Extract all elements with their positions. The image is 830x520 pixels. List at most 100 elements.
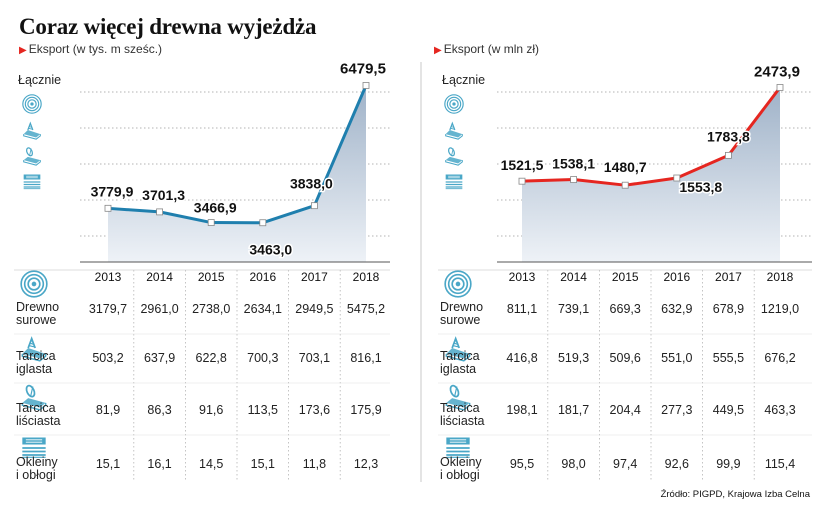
x-tick-label: 2016 — [249, 270, 276, 284]
table-cell: 3179,7 — [89, 302, 127, 316]
area-fill — [108, 85, 366, 262]
table-cell: 86,3 — [147, 403, 171, 417]
log-rings-icon — [444, 94, 464, 114]
table-cell: 416,8 — [506, 351, 537, 365]
table-cell: 703,1 — [299, 351, 330, 365]
table-cell: 175,9 — [350, 403, 381, 417]
value-label: 1538,1 — [552, 156, 595, 172]
table-cell: 198,1 — [506, 403, 537, 417]
table-cell: 11,8 — [303, 457, 326, 471]
left-chart-title: Eksport (w tys. m sześc.) — [28, 42, 163, 56]
value-label: 6479,5 — [340, 60, 386, 77]
row-label-line1: Drewno — [16, 300, 59, 314]
softwood-lumber-icon — [23, 122, 41, 140]
table-cell: 14,5 — [199, 457, 223, 471]
row-label-line2: liściasta — [16, 414, 61, 428]
x-tick-label: 2014 — [146, 270, 173, 284]
x-tick-label: 2016 — [663, 270, 690, 284]
value-label: 1553,8 — [679, 179, 722, 195]
data-point — [725, 151, 732, 159]
value-label: 1480,7 — [604, 159, 647, 175]
value-label: 3838,0 — [290, 176, 333, 192]
table-cell: 676,2 — [764, 351, 795, 365]
row-label-line1: Drewno — [440, 300, 483, 314]
row-label-line1: Tarcica — [440, 401, 480, 415]
table-cell: 15,1 — [251, 457, 275, 471]
row-label-line2: iglasta — [16, 362, 52, 376]
table-cell: 115,4 — [765, 457, 795, 471]
table-cell: 98,0 — [561, 457, 585, 471]
table-cell: 816,1 — [350, 351, 381, 365]
veneer-sheet-icon — [444, 173, 464, 190]
value-label: 1783,8 — [707, 128, 750, 144]
data-point — [518, 177, 526, 185]
data-point — [310, 202, 318, 210]
page-title: Coraz więcej drewna wyjeżdża — [19, 14, 317, 39]
table-cell: 204,4 — [610, 403, 641, 417]
table-cell: 700,3 — [247, 351, 278, 365]
right-chart-subtitle: ▶ Eksport (w mln zł) — [434, 42, 539, 56]
table-cell: 669,3 — [610, 302, 641, 316]
table-cell: 99,9 — [716, 457, 740, 471]
data-point — [156, 208, 164, 216]
x-tick-label: 2013 — [509, 270, 536, 284]
series-line — [106, 83, 368, 225]
total-label: Łącznie — [18, 73, 61, 87]
data-point — [259, 219, 267, 227]
data-point — [776, 84, 784, 91]
veneer-sheet-icon — [22, 173, 42, 190]
table-cell: 113,5 — [248, 403, 278, 417]
table-cell: 173,6 — [299, 403, 330, 417]
x-tick-label: 2015 — [198, 270, 225, 284]
table-cell: 1219,0 — [761, 302, 799, 316]
area-fill — [522, 87, 780, 262]
table-cell: 2949,5 — [295, 302, 333, 316]
data-point — [621, 181, 629, 189]
table-cell: 277,3 — [661, 403, 692, 417]
table-cell: 97,4 — [613, 457, 637, 471]
left-chart-subtitle: ▶ Eksport (w tys. m sześc.) — [19, 42, 162, 56]
row-label-line1: Okleiny — [440, 455, 482, 469]
hardwood-lumber-icon — [445, 146, 463, 166]
table-cell: 632,9 — [661, 302, 692, 316]
data-point — [207, 219, 215, 226]
row-label-line2: iglasta — [440, 362, 476, 376]
triangle-marker-icon: ▶ — [19, 45, 27, 56]
row-label-line2: surowe — [440, 313, 480, 327]
triangle-marker-icon: ▶ — [434, 45, 442, 56]
table-cell: 622,8 — [196, 351, 227, 365]
log-rings-icon — [20, 270, 48, 298]
data-point — [673, 174, 681, 182]
table-cell: 637,9 — [144, 351, 175, 365]
table-cell: 81,9 — [96, 403, 120, 417]
row-label-line1: Tarcica — [440, 349, 480, 363]
table-cell: 555,5 — [713, 351, 744, 365]
x-tick-label: 2017 — [715, 270, 742, 284]
x-tick-label: 2014 — [560, 270, 587, 284]
row-label-line1: Tarcica — [16, 349, 56, 363]
value-label: 1521,5 — [501, 157, 544, 173]
table-cell: 2634,1 — [244, 302, 282, 316]
x-tick-label: 2015 — [612, 270, 639, 284]
log-rings-icon — [444, 270, 472, 298]
table-cell: 12,3 — [354, 457, 378, 471]
row-label-line1: Tarcica — [16, 401, 56, 415]
table-cell: 503,2 — [92, 351, 123, 365]
value-label: 3779,9 — [91, 183, 134, 199]
data-point — [104, 204, 112, 212]
table-cell: 509,6 — [610, 351, 641, 365]
table-cell: 95,5 — [510, 457, 534, 471]
x-tick-label: 2013 — [95, 270, 122, 284]
table-cell: 678,9 — [713, 302, 744, 316]
right-chart-title: Eksport (w mln zł) — [443, 42, 540, 56]
value-label: 3466,9 — [194, 200, 237, 216]
total-label: Łącznie — [442, 73, 485, 87]
table-cell: 811,1 — [507, 302, 537, 316]
x-tick-label: 2017 — [301, 270, 328, 284]
data-point — [570, 176, 577, 183]
table-cell: 449,5 — [713, 403, 744, 417]
x-tick-label: 2018 — [353, 270, 380, 284]
softwood-lumber-icon — [445, 122, 463, 140]
